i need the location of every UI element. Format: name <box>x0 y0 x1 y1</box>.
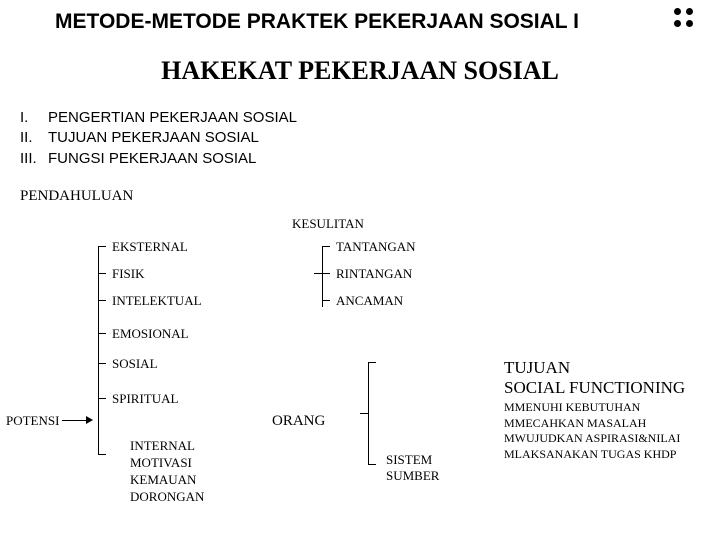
bracket-line <box>322 246 330 247</box>
kesulitan-label: KESULITAN <box>292 216 364 232</box>
bracket-line <box>322 300 330 301</box>
outline-list: I. PENGERTIAN PEKERJAAN SOSIAL II. TUJUA… <box>20 108 297 169</box>
kesulitan-item: TANTANGAN <box>336 239 416 255</box>
potensi-item: EKSTERNAL <box>112 239 188 255</box>
subheader: HAKEKAT PEKERJAAN SOSIAL <box>0 56 720 86</box>
tujuan-line2: SOCIAL FUNCTIONING <box>504 378 685 398</box>
sistem-label: SISTEM SUMBER <box>386 452 456 485</box>
tujuan-item: MMENUHI KEBUTUHAN <box>504 400 680 416</box>
potensi-label: POTENSI <box>6 413 59 429</box>
bracket-line <box>322 246 323 307</box>
tujuan-item: MLAKSANAKAN TUGAS KHDP <box>504 447 680 463</box>
tujuan-line1: TUJUAN <box>504 358 570 378</box>
page-title: METODE-METODE PRAKTEK PEKERJAAN SOSIAL I <box>55 10 579 34</box>
outline-num: I. <box>20 108 48 128</box>
tujuan-item: MMECAHKAN MASALAH <box>504 416 680 432</box>
arrow-head-icon <box>86 416 93 424</box>
potensi-item: SOSIAL <box>112 356 158 372</box>
bracket-line <box>98 333 106 334</box>
outline-text: PENGERTIAN PEKERJAAN SOSIAL <box>48 108 297 128</box>
kesulitan-item: ANCAMAN <box>336 293 403 309</box>
outline-text: FUNGSI PEKERJAAN SOSIAL <box>48 149 256 169</box>
internal-item: INTERNAL <box>130 438 195 454</box>
bracket-line <box>98 454 106 455</box>
bracket-line <box>314 273 322 274</box>
potensi-item: EMOSIONAL <box>112 326 189 342</box>
section-label: PENDAHULUAN <box>20 188 133 205</box>
outline-num: III. <box>20 149 48 169</box>
bracket-line <box>368 362 369 464</box>
bracket-line <box>360 413 368 414</box>
bracket-line <box>368 362 376 363</box>
internal-item: MOTIVASI <box>130 455 192 471</box>
bracket-line <box>98 363 106 364</box>
outline-item: I. PENGERTIAN PEKERJAAN SOSIAL <box>20 108 297 128</box>
bracket-line <box>322 273 330 274</box>
tujuan-item: MWUJUDKAN ASPIRASI&NILAI <box>504 431 680 447</box>
potensi-item: FISIK <box>112 266 145 282</box>
outline-text: TUJUAN PEKERJAAN SOSIAL <box>48 128 259 148</box>
internal-item: DORONGAN <box>130 489 204 505</box>
outline-num: II. <box>20 128 48 148</box>
sistem-line1: SISTEM SUMBER <box>386 452 439 483</box>
tujuan-list: MMENUHI KEBUTUHAN MMECAHKAN MASALAH MWUJ… <box>504 400 680 462</box>
internal-item: KEMAUAN <box>130 472 196 488</box>
outline-item: II. TUJUAN PEKERJAAN SOSIAL <box>20 128 297 148</box>
bracket-line <box>98 398 106 399</box>
bracket-line <box>98 246 106 247</box>
orang-label: ORANG <box>272 413 325 430</box>
outline-item: III. FUNGSI PEKERJAAN SOSIAL <box>20 149 297 169</box>
bracket-line <box>98 273 106 274</box>
bracket-line <box>368 464 376 465</box>
bracket-line <box>98 246 99 454</box>
potensi-item: SPIRITUAL <box>112 391 178 407</box>
decorative-dots <box>674 8 694 28</box>
arrow-line <box>62 420 86 421</box>
potensi-item: INTELEKTUAL <box>112 293 202 309</box>
kesulitan-item: RINTANGAN <box>336 266 412 282</box>
bracket-line <box>98 300 106 301</box>
